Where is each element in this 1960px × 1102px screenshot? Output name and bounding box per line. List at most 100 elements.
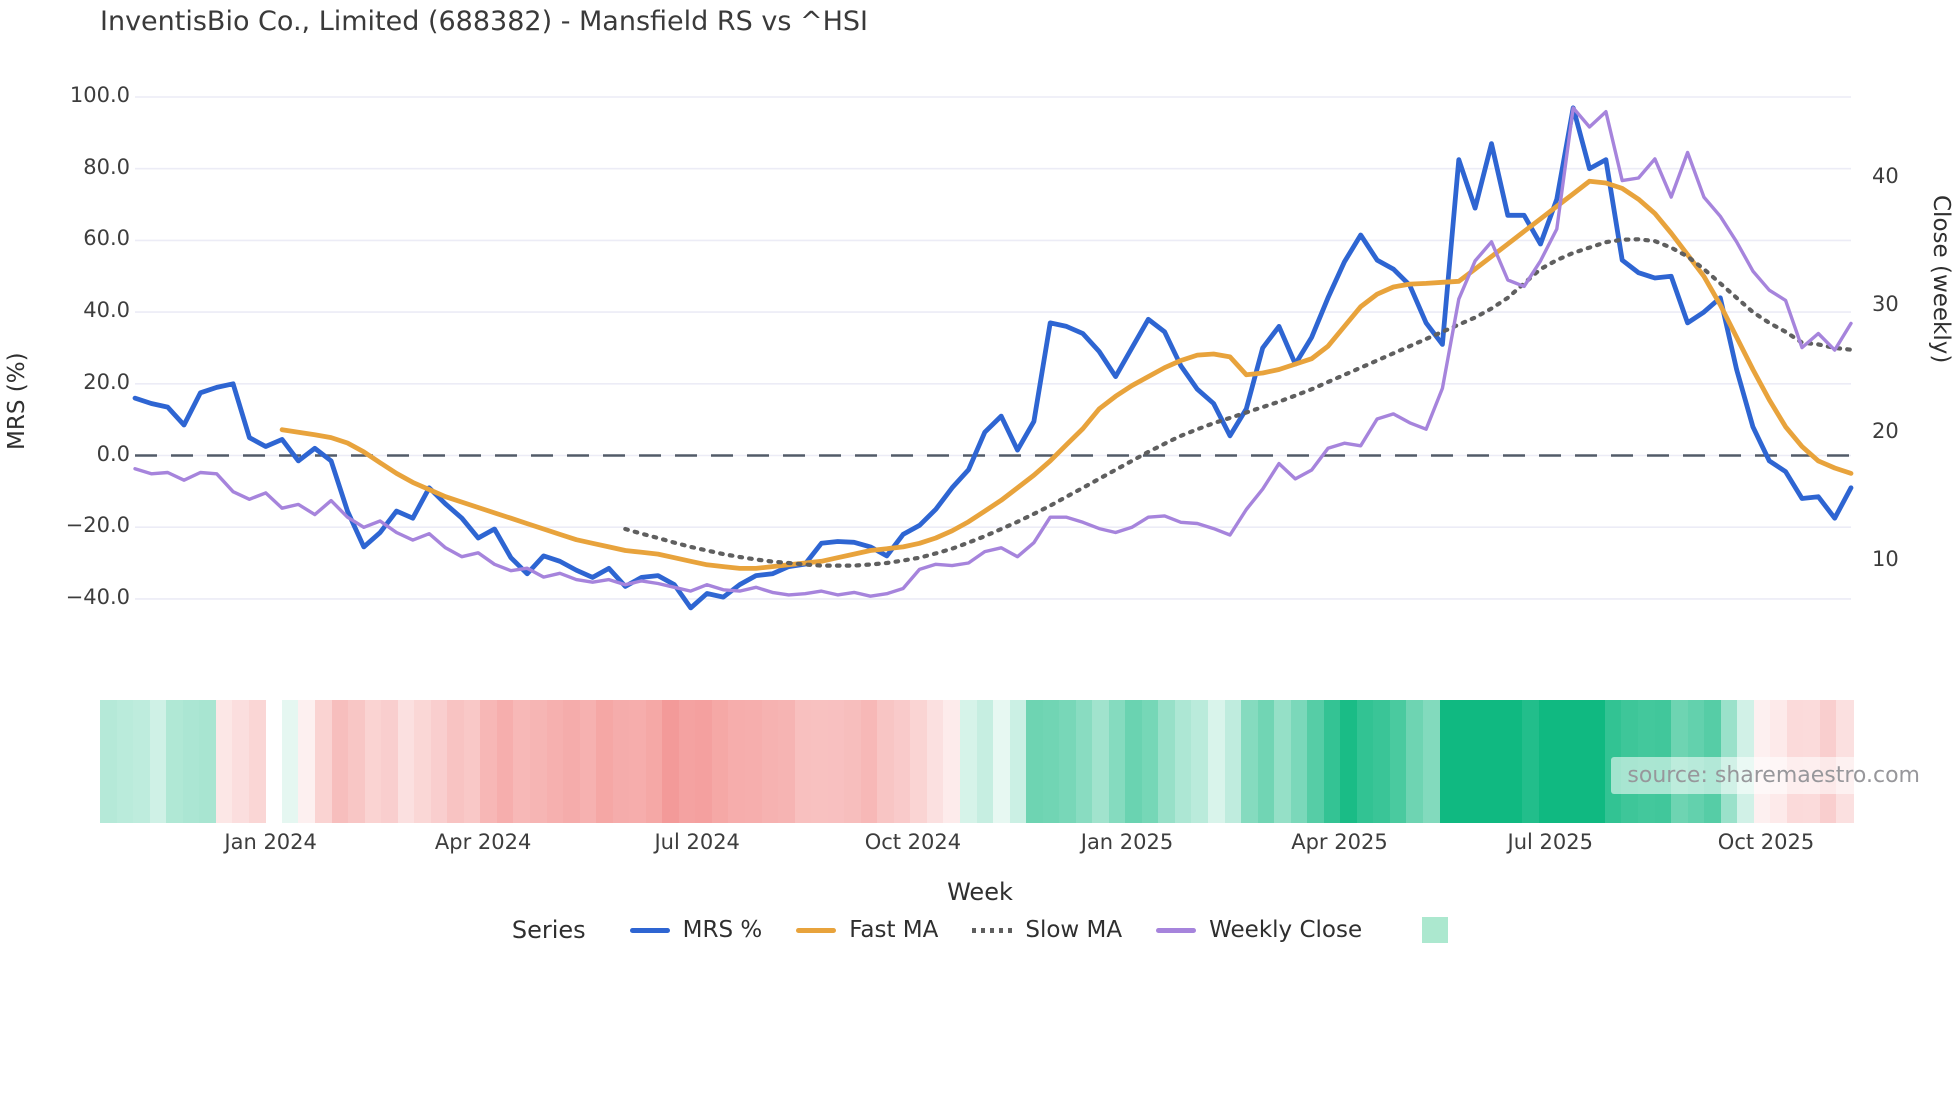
y-left-tick: 0.0 <box>96 441 130 466</box>
heat-cell <box>976 700 994 823</box>
heat-cell <box>166 700 184 823</box>
legend-item-mrs-: MRS % <box>629 917 763 943</box>
heat-cell <box>728 700 746 823</box>
legend-item-label: Weekly Close <box>1209 917 1363 943</box>
heat-cell <box>513 700 531 823</box>
x-tick-label: Apr 2025 <box>1291 830 1388 854</box>
y-left-tick: 60.0 <box>83 226 130 251</box>
x-axis-title: Week <box>947 878 1013 906</box>
heat-cell <box>1108 700 1126 823</box>
x-tick-label: Jan 2025 <box>1080 830 1174 854</box>
heat-cell <box>1257 700 1275 823</box>
series-weekly-close <box>133 106 1853 598</box>
heat-cell <box>1571 700 1589 823</box>
heat-cell <box>860 700 878 823</box>
heat-cell <box>926 700 944 823</box>
heat-cell <box>596 700 614 823</box>
heat-cell <box>579 700 597 823</box>
y-right-tick: 40 <box>1872 164 1899 188</box>
heat-cell <box>248 700 266 823</box>
source-watermark: source: sharemaestro.com <box>1611 757 1936 794</box>
heat-cell <box>629 700 647 823</box>
heat-cell <box>1141 700 1159 823</box>
heat-cell <box>1075 700 1093 823</box>
heat-cell <box>182 700 200 823</box>
heat-cell <box>1439 700 1457 823</box>
heat-cell <box>529 700 548 823</box>
heat-cell <box>1042 700 1060 823</box>
heat-cell <box>1323 700 1341 823</box>
chart-title: InventisBio Co., Limited (688382) - Mans… <box>100 6 869 37</box>
y-left-tick: 20.0 <box>83 369 130 394</box>
legend-item-label: MRS % <box>682 917 763 943</box>
series-mrs- <box>132 105 1854 611</box>
x-tick-label: Jul 2025 <box>1507 830 1594 854</box>
heat-cell <box>496 700 515 823</box>
heatmap-strip <box>100 700 1854 823</box>
Slow MA-swatch-icon <box>972 927 1013 933</box>
heat-cell <box>414 700 432 823</box>
heat-cell <box>1522 700 1540 823</box>
heat-cell <box>133 700 151 823</box>
y-left-tick: 40.0 <box>83 298 130 323</box>
legend-item-fast-ma: Fast MA <box>796 917 938 943</box>
heat-cell <box>1472 700 1490 823</box>
heat-cell <box>662 700 680 823</box>
heat-cell <box>1174 700 1193 823</box>
heatmap-swatch-icon <box>1422 917 1449 943</box>
heat-cell <box>331 700 349 823</box>
heat-cell <box>827 700 845 823</box>
heat-cell <box>1059 700 1077 823</box>
heat-cell <box>1489 700 1507 823</box>
heat-cell <box>678 700 696 823</box>
heat-cell <box>298 700 316 823</box>
MRS %-swatch-icon <box>629 927 670 933</box>
x-tick-label: Apr 2024 <box>434 830 532 854</box>
heat-cell <box>1307 700 1325 823</box>
x-tick-label: Oct 2024 <box>864 830 962 854</box>
heat-cell <box>811 700 829 823</box>
Weekly Close-swatch-icon <box>1156 927 1197 933</box>
series-slow-ma <box>623 237 1854 568</box>
heat-cell <box>199 700 217 823</box>
legend-item-weekly-close: Weekly Close <box>1156 917 1362 943</box>
heat-cell <box>778 700 796 823</box>
series-fast-ma <box>279 178 1854 571</box>
x-tick-label: Jan 2024 <box>224 830 317 854</box>
heat-cell <box>397 700 415 823</box>
heat-cell <box>1555 700 1573 823</box>
heat-cell <box>215 700 233 823</box>
legend: Series MRS % Fast MA Slow MA Weekly Close <box>0 916 1960 944</box>
x-tick-label: Jul 2024 <box>654 830 740 854</box>
heat-cell <box>1158 700 1176 823</box>
heat-cell <box>1191 700 1209 823</box>
heat-cell <box>1456 700 1474 823</box>
heat-cell <box>381 700 399 823</box>
heat-cell <box>1389 700 1408 823</box>
heat-cell <box>1009 700 1027 823</box>
heat-cell <box>1340 700 1358 823</box>
heat-cell <box>1373 700 1391 823</box>
heat-cell <box>563 700 581 823</box>
heat-cell <box>1538 700 1556 823</box>
heat-cell <box>1125 700 1143 823</box>
heat-cell <box>1505 700 1523 823</box>
heat-cell <box>959 700 978 823</box>
heat-cell <box>943 700 961 823</box>
y-left-tick: −20.0 <box>65 513 130 538</box>
y-axis-title-right: Close (weekly) <box>1928 195 1954 364</box>
heat-cell <box>546 700 564 823</box>
heat-cell <box>447 700 465 823</box>
heat-cell <box>463 700 481 823</box>
heat-cell <box>645 700 663 823</box>
legend-title: Series <box>511 916 586 944</box>
legend-item-slow-ma: Slow MA <box>972 917 1122 943</box>
heat-cell <box>1241 700 1259 823</box>
heat-cell <box>877 700 895 823</box>
x-tick-label: Oct 2025 <box>1717 830 1815 854</box>
y-right-tick: 30 <box>1872 291 1899 316</box>
heat-cell <box>1026 700 1044 823</box>
heat-cell <box>1423 700 1441 823</box>
